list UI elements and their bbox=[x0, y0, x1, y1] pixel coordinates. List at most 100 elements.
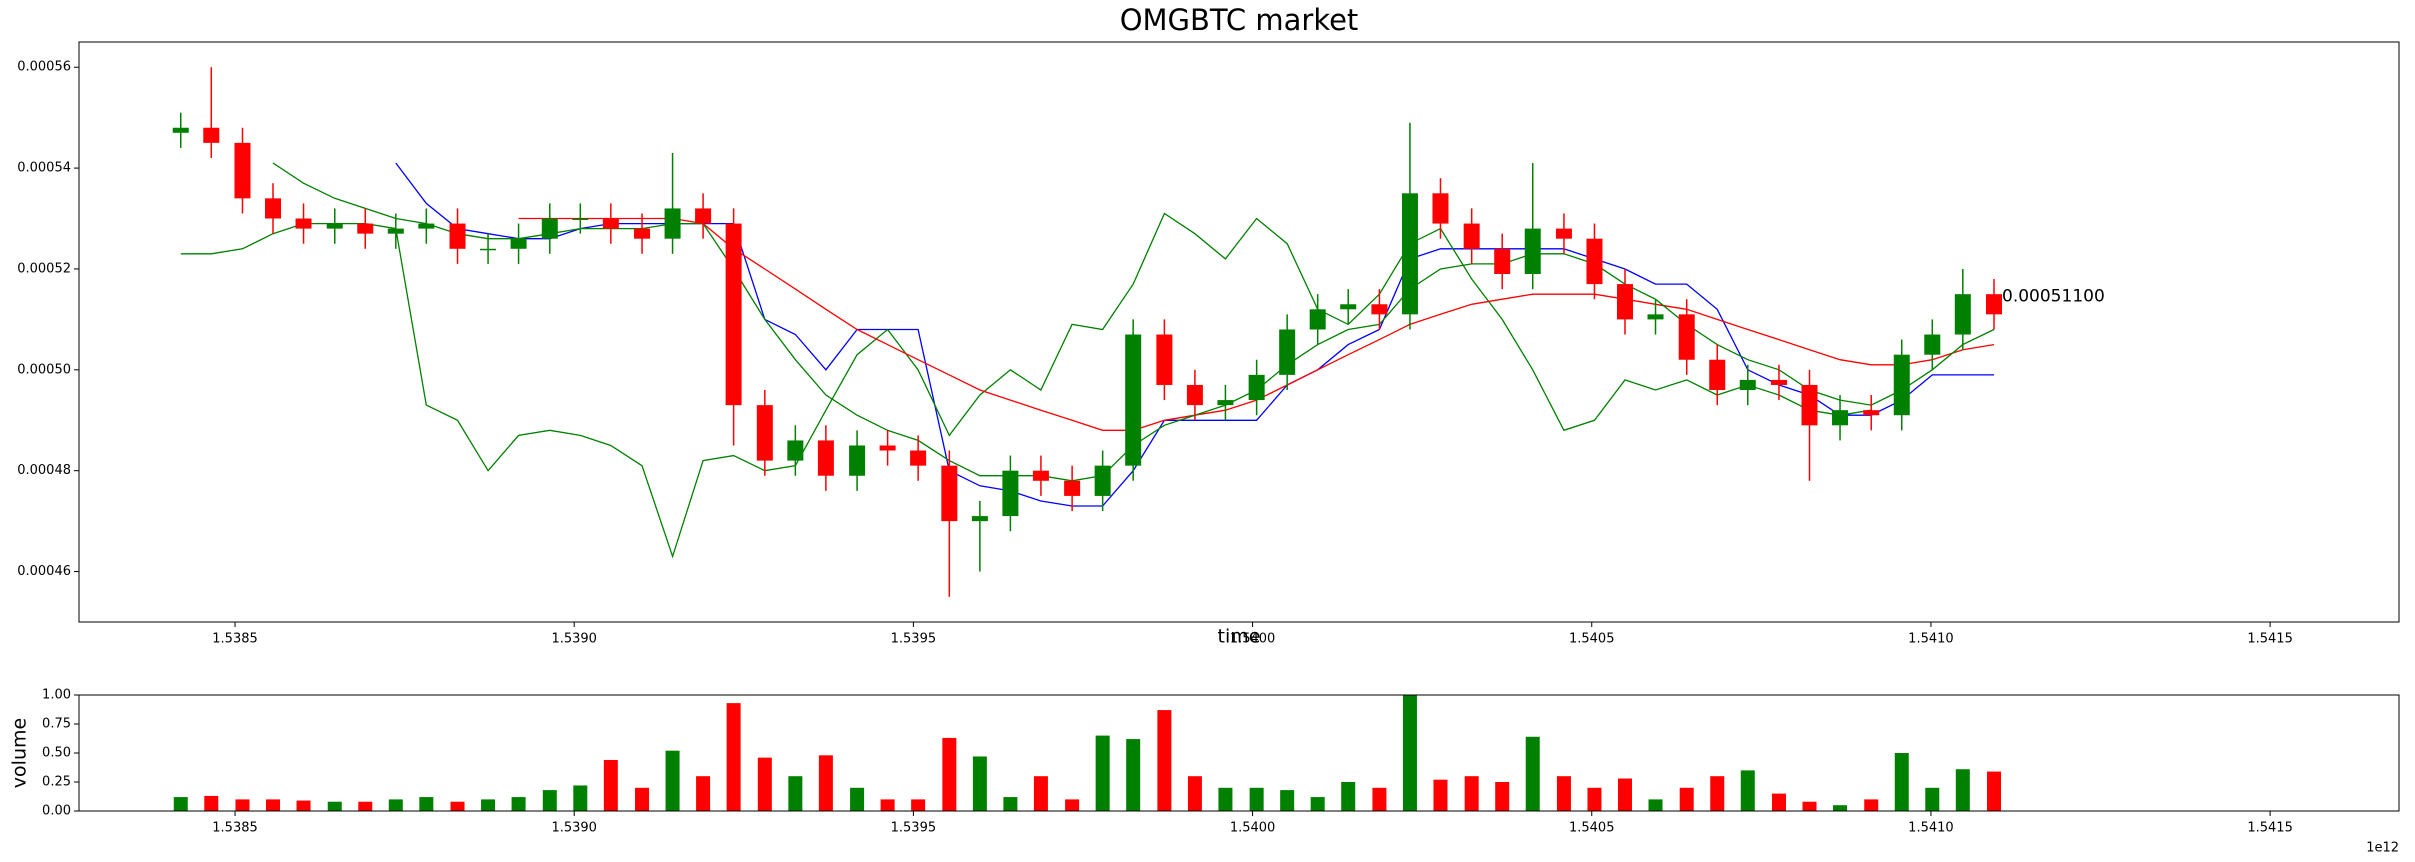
volume-bar bbox=[1740, 770, 1755, 811]
volume-bar bbox=[1556, 776, 1571, 811]
volume-bar bbox=[204, 795, 219, 811]
candle-body bbox=[879, 445, 896, 451]
x-tick-label: 1.5395 bbox=[891, 632, 937, 647]
volume-bar bbox=[757, 757, 772, 811]
candle-body bbox=[1647, 314, 1664, 320]
candle-body bbox=[756, 405, 773, 461]
volume-bar bbox=[696, 776, 711, 811]
y-tick-label: 0.50 bbox=[42, 746, 71, 761]
volume-bar bbox=[1925, 787, 1940, 811]
y-tick-label: 0.75 bbox=[42, 717, 71, 732]
volume-bar bbox=[419, 797, 434, 811]
candle-body bbox=[1309, 309, 1326, 330]
volume-bar bbox=[1433, 779, 1448, 811]
candle-body bbox=[1524, 228, 1541, 274]
volume-bar bbox=[850, 787, 865, 811]
y-tick-label: 1.00 bbox=[42, 688, 71, 703]
volume-bar bbox=[1065, 799, 1080, 811]
candle-body bbox=[1094, 465, 1111, 496]
last-price-annotation: 0.00051100 bbox=[2002, 286, 2105, 306]
candle-body bbox=[1371, 304, 1388, 315]
y-tick-label: 0.00050 bbox=[17, 362, 71, 377]
volume-bar bbox=[603, 759, 618, 811]
candle-body bbox=[941, 465, 958, 522]
candle-body bbox=[234, 142, 251, 199]
volume-bar bbox=[511, 797, 526, 811]
candle-body bbox=[203, 127, 220, 143]
volume-bar bbox=[1771, 793, 1786, 811]
volume-bar bbox=[573, 785, 588, 811]
overlay-line bbox=[395, 162, 1994, 507]
volume-bar bbox=[1710, 776, 1725, 811]
y-tick-label: 0.00048 bbox=[17, 463, 71, 478]
volume-bar bbox=[1341, 782, 1356, 811]
volume-bar bbox=[1617, 778, 1632, 811]
axes-frame bbox=[78, 41, 2400, 623]
x-axis-label: time bbox=[1218, 626, 1261, 648]
candle-body bbox=[510, 238, 527, 249]
candle-body bbox=[326, 223, 343, 229]
candle-body bbox=[1893, 354, 1910, 416]
volume-bar bbox=[1310, 797, 1325, 811]
volume-bar bbox=[1587, 787, 1602, 811]
candle-body bbox=[1032, 470, 1049, 481]
volume-bar bbox=[1187, 776, 1202, 811]
volume-bar bbox=[788, 776, 803, 811]
candle-body bbox=[1678, 314, 1695, 360]
volume-bar bbox=[1280, 790, 1295, 811]
candle-body bbox=[971, 516, 988, 522]
y-tick-label: 0.00046 bbox=[17, 564, 71, 579]
volume-bar bbox=[1095, 735, 1110, 811]
candle-body bbox=[1616, 284, 1633, 320]
candle-body bbox=[1279, 329, 1296, 375]
volume-bar bbox=[1003, 797, 1018, 811]
volume-bar bbox=[1525, 736, 1540, 811]
candle-body bbox=[480, 248, 497, 251]
volume-bar bbox=[818, 755, 833, 811]
x-tick-label: 1.5415 bbox=[2247, 821, 2293, 836]
volume-bar bbox=[266, 799, 281, 811]
volume-bar bbox=[911, 799, 926, 811]
candle-body bbox=[849, 445, 866, 476]
candle-body bbox=[634, 228, 651, 239]
candle-body bbox=[1494, 248, 1511, 274]
candle-body bbox=[572, 218, 589, 221]
candle-body bbox=[1186, 384, 1203, 406]
candle-body bbox=[1401, 193, 1418, 315]
volume-bar bbox=[1495, 782, 1510, 811]
x-tick-label: 1.5410 bbox=[1908, 821, 1954, 836]
volume-bar bbox=[942, 737, 957, 811]
candle-body bbox=[1217, 400, 1234, 406]
volume-bar bbox=[1833, 805, 1848, 811]
candle-body bbox=[295, 218, 312, 229]
candle-body bbox=[1801, 384, 1818, 426]
volume-bar bbox=[1157, 710, 1172, 811]
candle-body bbox=[1555, 228, 1572, 239]
volume-bar bbox=[1864, 799, 1879, 811]
candle-body bbox=[1832, 410, 1849, 426]
axes-frame bbox=[78, 694, 2400, 812]
candle-body bbox=[541, 218, 558, 239]
x-tick-label: 1.5390 bbox=[551, 632, 597, 647]
x-tick-label: 1.5415 bbox=[2247, 632, 2293, 647]
x-tick-label: 1.5410 bbox=[1908, 632, 1954, 647]
volume-bar bbox=[358, 801, 373, 811]
y-axis-label: volume bbox=[9, 718, 31, 788]
volume-bar bbox=[1402, 695, 1417, 811]
y-tick-label: 0.00054 bbox=[17, 161, 71, 176]
volume-bar bbox=[450, 801, 465, 811]
chart-title: OMGBTC market bbox=[1120, 3, 1359, 37]
candle-body bbox=[1770, 379, 1787, 385]
candle-body bbox=[1739, 379, 1756, 390]
volume-bar bbox=[1648, 799, 1663, 811]
volume-bar bbox=[1249, 787, 1264, 811]
candle-body bbox=[1340, 304, 1357, 310]
y-tick-label: 0.00052 bbox=[17, 261, 71, 276]
volume-bar bbox=[1894, 753, 1909, 811]
volume-bar bbox=[665, 750, 680, 811]
volume-bar bbox=[327, 801, 342, 811]
x-offset-label: 1e12 bbox=[2366, 841, 2399, 856]
y-tick-label: 0.00 bbox=[42, 804, 71, 819]
x-tick-label: 1.5385 bbox=[212, 632, 258, 647]
volume-bar bbox=[635, 787, 650, 811]
